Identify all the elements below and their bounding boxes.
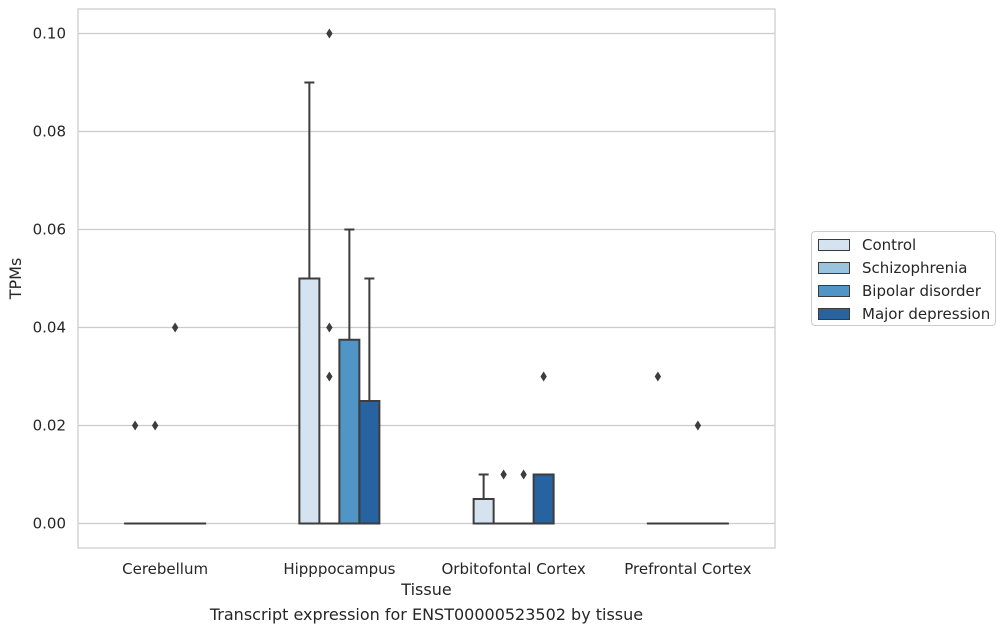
box-control — [298, 81, 321, 525]
y-tick-label: 0.02 — [33, 417, 66, 435]
legend-swatch — [818, 262, 850, 274]
x-tick-label: Cerebellum — [122, 560, 208, 578]
box-outlier — [171, 322, 179, 333]
box-marks — [124, 28, 729, 525]
box-schizophrenia — [318, 28, 341, 525]
y-tick-label: 0.06 — [33, 221, 66, 239]
box-outlier — [131, 420, 139, 431]
box-outlier — [540, 371, 547, 382]
box-outlier — [654, 371, 662, 382]
legend-label: Bipolar disorder — [862, 282, 981, 300]
x-tick-label: Orbitofontal Cortex — [442, 560, 586, 578]
box-body — [472, 498, 495, 525]
box-outlier — [694, 420, 702, 431]
box-outlier — [326, 28, 333, 39]
grid-lines — [78, 32, 775, 525]
box-outlier — [500, 469, 507, 480]
box-bipolar-disorder — [512, 469, 535, 525]
y-tick-label: 0.10 — [33, 25, 66, 43]
axis-ticks: 0.00 0.02 0.04 0.06 0.08 0.10 Cerebellum Hipppo… — [33, 25, 752, 579]
legend-swatch — [818, 239, 850, 251]
legend-swatch — [818, 308, 850, 320]
box-body — [358, 400, 381, 525]
box-outlier — [151, 420, 159, 431]
y-tick-label: 0.08 — [33, 123, 66, 141]
x-axis-label: Tissue — [400, 580, 451, 599]
legend-label: Major depression — [862, 305, 991, 323]
box-bipolar-disorder — [164, 322, 187, 525]
box-schizophrenia — [144, 420, 167, 525]
plot-frame — [77, 8, 776, 549]
box-major-depression — [358, 277, 381, 525]
legend: Control Schizophrenia Bipolar disorder M… — [811, 231, 996, 326]
box-control — [472, 473, 495, 525]
box-bipolar-disorder — [686, 420, 709, 525]
legend-item-control: Control — [818, 235, 916, 255]
legend-label: Control — [862, 236, 917, 254]
box-major-depression — [532, 371, 555, 525]
x-tick-label: Prefrontal Cortex — [624, 560, 751, 578]
legend-item-major-depression: Major depression — [818, 304, 990, 324]
box-body — [532, 473, 555, 525]
box-outlier — [520, 469, 527, 480]
box-outlier — [326, 322, 333, 333]
legend-label: Schizophrenia — [862, 259, 968, 277]
box-outlier — [326, 371, 333, 382]
box-body — [298, 277, 321, 525]
y-tick-label: 0.00 — [33, 515, 66, 533]
legend-item-bipolar-disorder: Bipolar disorder — [818, 281, 981, 301]
box-control — [646, 371, 669, 525]
y-tick-label: 0.04 — [33, 319, 66, 337]
box-bipolar-disorder — [338, 228, 361, 525]
legend-swatch — [818, 285, 850, 297]
y-axis-label: TPMs — [6, 258, 25, 301]
box-body — [338, 338, 361, 525]
box-control — [124, 420, 147, 525]
box-schizophrenia — [492, 469, 515, 525]
legend-item-schizophrenia: Schizophrenia — [818, 258, 967, 278]
x-tick-label: Hipppocampus — [283, 560, 395, 578]
chart-caption: Transcript expression for ENST0000052350… — [209, 605, 644, 624]
